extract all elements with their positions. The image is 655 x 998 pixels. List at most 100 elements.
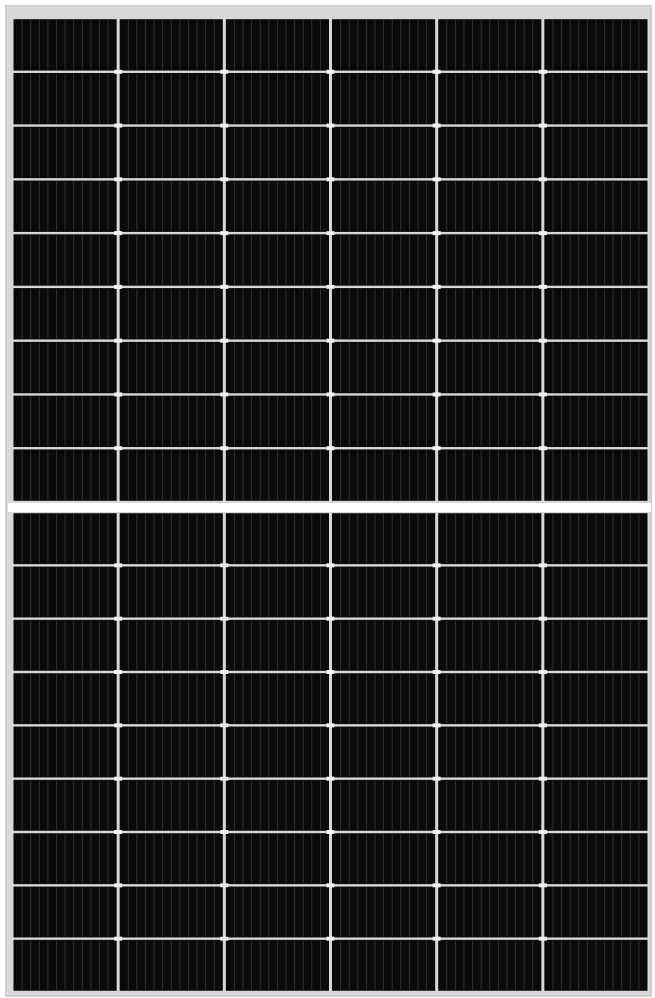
solar-cell xyxy=(544,726,648,778)
busbar-joint xyxy=(114,284,123,289)
solar-cell xyxy=(544,19,648,71)
busbar-joint xyxy=(326,392,335,397)
busbar-joint xyxy=(326,563,335,568)
busbar-joint xyxy=(432,69,441,74)
busbar-joint xyxy=(538,616,547,621)
solar-cell xyxy=(438,19,542,71)
solar-cell xyxy=(13,939,117,991)
solar-cell xyxy=(332,779,436,831)
busbar-joint xyxy=(432,446,441,451)
busbar-joint xyxy=(326,69,335,74)
busbar-joint xyxy=(326,936,335,941)
busbar-joint xyxy=(432,936,441,941)
solar-cell xyxy=(119,395,223,448)
busbar-joint xyxy=(220,123,229,128)
solar-cell xyxy=(438,886,542,938)
busbar-joint xyxy=(220,670,229,674)
solar-cell xyxy=(544,395,648,448)
busbar-joint xyxy=(220,723,229,728)
busbar-joint xyxy=(432,284,441,289)
busbar-joint xyxy=(432,392,441,397)
busbar-joint xyxy=(538,231,547,236)
solar-cell xyxy=(544,619,648,671)
busbar-joint xyxy=(538,69,547,74)
solar-cell xyxy=(332,833,436,885)
solar-cell xyxy=(544,939,648,991)
solar-cell xyxy=(13,673,117,725)
solar-cell xyxy=(544,234,648,286)
solar-cell xyxy=(13,619,117,671)
busbar-joint xyxy=(114,883,123,888)
solar-cell xyxy=(225,341,329,394)
busbar-joint xyxy=(326,284,335,289)
busbar-joint xyxy=(326,338,335,343)
solar-cell xyxy=(438,449,542,501)
solar-cell xyxy=(13,234,117,286)
busbar-joint xyxy=(114,830,123,834)
busbar-joint xyxy=(432,177,441,182)
solar-cell xyxy=(438,180,542,232)
solar-cell xyxy=(225,619,329,671)
solar-cell xyxy=(225,726,329,778)
solar-cell xyxy=(119,72,223,125)
solar-cell xyxy=(332,566,436,618)
solar-cell xyxy=(332,726,436,778)
solar-cell xyxy=(13,126,117,179)
solar-cell xyxy=(438,395,542,448)
busbar-joint xyxy=(114,123,123,128)
busbar-joint xyxy=(220,284,229,289)
solar-cell xyxy=(119,126,223,179)
solar-cell xyxy=(225,180,329,232)
busbar-joint xyxy=(114,338,123,343)
solar-cell xyxy=(119,449,223,501)
solar-cell xyxy=(438,619,542,671)
solar-cell xyxy=(119,939,223,991)
busbar-joint xyxy=(538,284,547,289)
solar-cell xyxy=(119,341,223,394)
busbar-joint xyxy=(114,177,123,182)
solar-cell xyxy=(438,341,542,394)
solar-cell xyxy=(13,180,117,232)
busbar-joint xyxy=(220,883,229,888)
solar-cell xyxy=(438,779,542,831)
busbar-joint xyxy=(326,670,335,674)
busbar-joint xyxy=(114,69,123,74)
solar-cell xyxy=(13,513,117,565)
busbar-joint xyxy=(432,723,441,728)
solar-cell xyxy=(438,288,542,340)
busbar-joint xyxy=(220,830,229,834)
solar-cell xyxy=(119,726,223,778)
solar-cell xyxy=(13,395,117,448)
solar-cell xyxy=(13,341,117,394)
busbar-joint xyxy=(326,177,335,182)
busbar-joint xyxy=(538,338,547,343)
solar-cell xyxy=(332,180,436,232)
solar-cell xyxy=(544,673,648,725)
busbar-joint xyxy=(220,177,229,182)
solar-cell xyxy=(225,234,329,286)
solar-cell xyxy=(225,939,329,991)
busbar-joint xyxy=(538,776,547,781)
busbar-joint xyxy=(538,123,547,128)
solar-cell xyxy=(438,939,542,991)
solar-cell xyxy=(544,779,648,831)
busbar-joint xyxy=(114,392,123,397)
solar-cell xyxy=(119,566,223,618)
busbar-joint xyxy=(326,883,335,888)
busbar-joint xyxy=(432,670,441,674)
busbar-joint xyxy=(220,446,229,451)
solar-cell xyxy=(225,566,329,618)
busbar-joint xyxy=(326,723,335,728)
solar-cell xyxy=(544,180,648,232)
busbar-joint xyxy=(432,338,441,343)
busbar-joint xyxy=(114,563,123,568)
solar-cell xyxy=(225,19,329,71)
solar-cell xyxy=(13,833,117,885)
solar-cell xyxy=(544,886,648,938)
busbar-joint xyxy=(326,446,335,451)
busbar-joint xyxy=(538,446,547,451)
busbar-joint xyxy=(220,776,229,781)
solar-cell xyxy=(225,72,329,125)
